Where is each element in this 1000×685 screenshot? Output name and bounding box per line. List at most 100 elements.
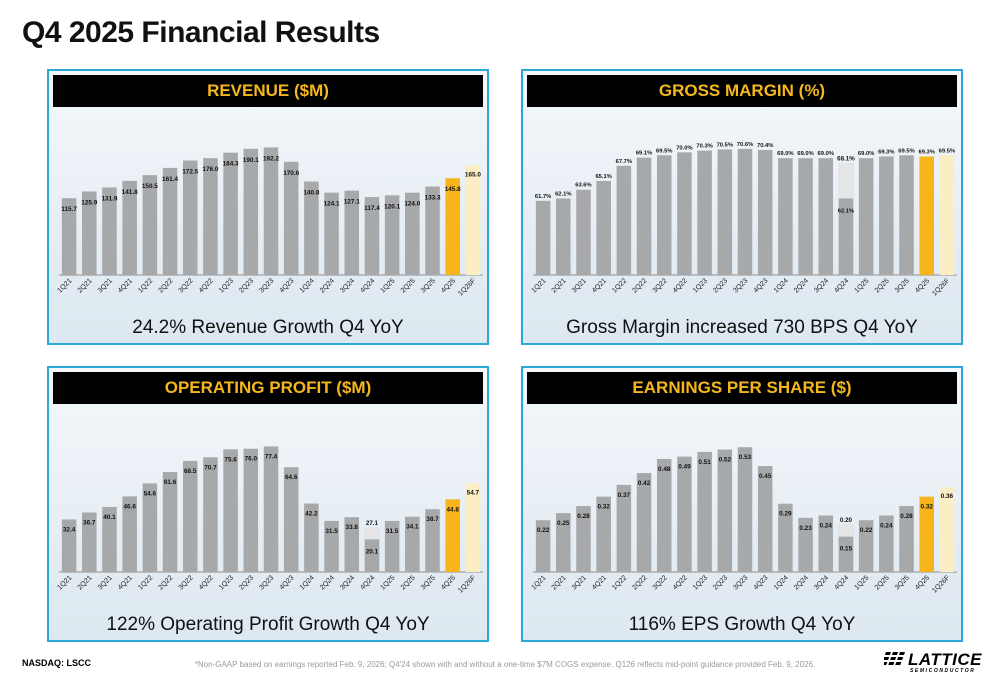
chart-bar: [142, 175, 158, 275]
chart-bar: [939, 155, 955, 275]
chart-bar: [344, 517, 360, 572]
chart-bar: [596, 496, 611, 572]
chart-x-tick-label: 2Q23: [712, 277, 729, 294]
chart-bar: [717, 149, 733, 275]
chart-x-tick-label: 4Q25: [440, 574, 457, 591]
chart-bar: [919, 156, 934, 275]
chart-x-tick-label: 2Q24: [793, 277, 810, 294]
footnote: *Non-GAAP based on earnings reported Feb…: [194, 660, 816, 669]
eps-caption: 116% EPS Growth Q4 YoY: [628, 614, 856, 635]
chart-x-tick-label: 1Q23: [218, 574, 235, 591]
chart-x-tick-label: 1Q24: [773, 277, 790, 294]
chart-bar: [445, 178, 460, 275]
chart-x-tick-label: 4Q22: [672, 277, 689, 294]
chart-bar: [616, 484, 632, 572]
chart-x-tick-label: 2Q23: [238, 574, 255, 591]
chart-value-label: 0.23: [799, 525, 812, 532]
chart-x-tick-label: 4Q21: [591, 574, 608, 591]
chart-bar: [263, 147, 279, 275]
chart-x-tick-label: 4Q21: [117, 277, 134, 294]
chart-x-tick-label: 4Q21: [591, 277, 608, 294]
chart-bar: [535, 200, 551, 275]
chart-value-label: 69.1%: [636, 151, 652, 157]
chart-value-label: 70.7: [204, 464, 217, 471]
chart-value-label: 176.0: [202, 166, 218, 173]
chart-x-tick-label: 2Q22: [157, 277, 174, 294]
chart-x-tick-label: 1Q26F: [457, 574, 477, 594]
chart-value-label: 34.1: [406, 524, 419, 531]
chart-value-label: 67.7%: [616, 159, 632, 165]
chart-value-label: 0.45: [759, 473, 772, 480]
chart-x-tick-label: 3Q24: [813, 574, 830, 591]
chart-x-tick-label: 4Q22: [198, 277, 215, 294]
chart-x-tick-label: 4Q23: [753, 277, 770, 294]
chart-bar: [61, 519, 77, 572]
chart-x-tick-label: 3Q22: [652, 277, 669, 294]
chart-x-tick-label: 3Q21: [97, 277, 114, 294]
chart-x-tick-label: 3Q23: [258, 574, 275, 591]
chart-bar: [838, 198, 854, 275]
chart-bar: [535, 520, 551, 572]
chart-value-label: 0.29: [779, 511, 792, 518]
chart-x-tick-label: 1Q24: [773, 574, 790, 591]
chart-x-tick-label: 1Q21: [530, 277, 547, 294]
chart-value-label: 165.0: [465, 172, 481, 179]
logo-wordmark: LATTICE: [908, 650, 983, 669]
chart-value-label: 115.7: [61, 206, 77, 213]
chart-value-label: 70.0%: [676, 145, 692, 151]
chart-value-label: 40.1: [103, 514, 116, 521]
chart-x-tick-label: 3Q24: [339, 574, 356, 591]
chart-x-tick-label: 1Q22: [611, 277, 628, 294]
chart-value-label: 0.25: [557, 520, 570, 527]
chart-bar: [102, 506, 117, 572]
chart-bar: [203, 457, 218, 572]
chart-bar: [818, 158, 834, 275]
chart-value-label: 63.6%: [575, 183, 591, 189]
chart-bar: [556, 198, 571, 275]
chart-x-tick-label: 4Q24: [833, 277, 850, 294]
chart-value-label: 141.8: [122, 189, 138, 196]
chart-value-label: 0.52: [719, 457, 732, 464]
chart-x-tick-label: 1Q25: [853, 574, 870, 591]
chart-bar: [425, 186, 440, 275]
chart-value-label: 0.32: [597, 504, 610, 511]
chart-bar: [919, 496, 934, 572]
chart-x-tick-label: 3Q24: [339, 277, 356, 294]
chart-x-tick-label: 2Q22: [631, 277, 648, 294]
chart-value-label: 69.0%: [797, 151, 813, 157]
chart-value-label: 36.7: [83, 519, 96, 526]
chart-x-tick-label: 3Q23: [732, 277, 749, 294]
chart-value-label: 77.4: [265, 453, 278, 460]
chart-x-tick-label: 2Q24: [319, 574, 336, 591]
chart-value-label: 69.5%: [656, 148, 672, 154]
chart-x-tick-label: 2Q23: [712, 574, 729, 591]
ticker-label: NASDAQ: LSCC: [22, 658, 91, 668]
chart-bar: [656, 458, 672, 572]
chart-x-tick-label: 3Q25: [894, 277, 911, 294]
chart-value-label: 117.4: [364, 205, 380, 212]
chart-bar: [778, 158, 793, 275]
chart-value-label: 70.5%: [717, 142, 733, 148]
chart-x-tick-label: 1Q22: [611, 574, 628, 591]
eps-panel-title: EARNINGS PER SHARE ($): [527, 372, 957, 404]
chart-bar: [405, 516, 420, 572]
chart-value-label: 69.0%: [858, 151, 874, 157]
chart-x-tick-label: 4Q24: [833, 574, 850, 591]
chart-value-label: 0.32: [920, 504, 933, 511]
lattice-logo-mark-icon: [884, 652, 905, 665]
chart-bar: [384, 520, 400, 572]
chart-x-tick-label: 3Q25: [420, 277, 437, 294]
chart-x-tick-label: 2Q24: [319, 277, 336, 294]
chart-bar: [82, 191, 97, 275]
chart-bar: [324, 192, 339, 275]
chart-value-label: 20.1: [366, 548, 379, 555]
chart-bar: [939, 487, 955, 572]
chart-x-tick-label: 3Q25: [894, 574, 911, 591]
chart-x-tick-label: 4Q21: [117, 574, 134, 591]
chart-x-tick-label: 3Q22: [178, 574, 195, 591]
chart-x-tick-label: 1Q26F: [931, 574, 951, 594]
chart-bar: [122, 496, 137, 572]
chart-value-label: 75.6: [224, 456, 237, 463]
chart-x-tick-label: 1Q23: [218, 277, 235, 294]
chart-value-label: 0.28: [900, 513, 913, 520]
